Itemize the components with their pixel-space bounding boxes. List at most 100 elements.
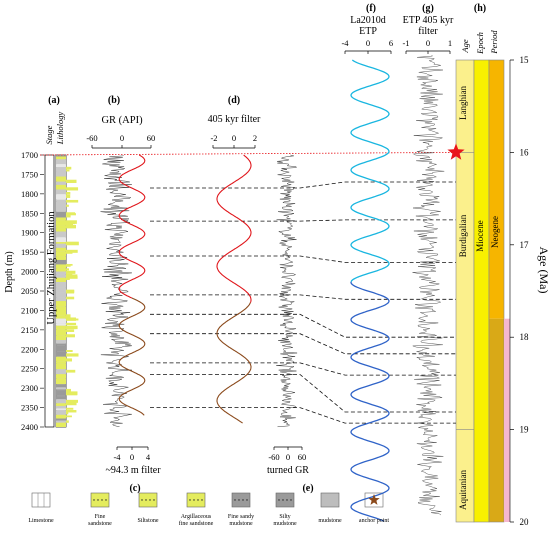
- lithology-sand-bar: [66, 314, 71, 318]
- legend-label-fine-sandstone-1: Fine: [95, 514, 106, 520]
- stage-label-langhian: Langhian: [458, 86, 468, 120]
- age-axis-label: Age (Ma): [537, 247, 550, 294]
- lithology-band: [56, 259, 66, 265]
- lithology-band: [56, 418, 66, 421]
- legend-dot: [189, 499, 191, 501]
- filter405-tick-zero: 0: [232, 133, 236, 143]
- lithology-band: [56, 220, 66, 226]
- etp405-tick-neg: -1: [402, 38, 409, 48]
- lithology-band: [56, 277, 66, 282]
- lithology-band: [56, 363, 66, 366]
- lithology-band: [56, 399, 66, 404]
- filter405-title: 405 kyr filter: [208, 114, 261, 125]
- legend-label-siltstone: Siltstone: [137, 518, 158, 524]
- legend-swatch-mudstone: [320, 492, 340, 508]
- lithology-band: [56, 315, 66, 319]
- lithology-band: [56, 268, 66, 272]
- lithology-sand-bar: [66, 369, 76, 373]
- lithology-band: [56, 395, 66, 397]
- lithology-band: [56, 374, 66, 379]
- lithology-sand-bar: [66, 263, 73, 266]
- etp-title-line2: ETP: [359, 26, 377, 37]
- lithology-band: [56, 247, 66, 252]
- correlation-line: [150, 362, 456, 376]
- legend-dot: [278, 499, 280, 501]
- stage-timescale-column: [455, 59, 475, 523]
- legend-dot: [97, 499, 99, 501]
- etp-tick-neg: -4: [341, 38, 349, 48]
- legend-dot: [101, 499, 103, 501]
- legend-label-silty-mudstone-2: mudstone: [273, 521, 297, 527]
- lithology-sand-bar: [66, 179, 77, 183]
- lithology-sand-bar: [66, 270, 76, 274]
- formation-label: Upper Zhujiang Formation: [46, 211, 57, 325]
- lithology-band: [56, 323, 66, 326]
- legend-dot: [242, 499, 244, 501]
- lithology-sand-bar: [66, 391, 78, 396]
- lithology-sand-bar: [66, 411, 69, 415]
- filter405-curve-upper: [216, 154, 252, 303]
- lithology-band: [56, 390, 66, 396]
- depth-tick-label: 2000: [21, 267, 38, 277]
- lithology-sand-bar: [66, 273, 73, 276]
- lithology-band: [56, 211, 66, 218]
- lithology-band: [56, 184, 66, 190]
- lithology-sand-bar: [66, 195, 71, 198]
- legend-dot: [201, 499, 203, 501]
- lithology-sand-bar: [66, 241, 79, 246]
- lithology-band: [56, 369, 66, 375]
- lithology-band: [56, 356, 66, 362]
- panel-c-letter: (c): [129, 483, 140, 494]
- gr-trace: [100, 154, 132, 428]
- gr-tick-pos: 60: [147, 133, 156, 143]
- lithology-sand-bar: [66, 223, 74, 228]
- stage-label-burdigalian: Burdigalian: [458, 214, 468, 257]
- lithology-band: [56, 340, 66, 344]
- lithology-band: [56, 228, 66, 232]
- lithology-sand-bar: [66, 199, 79, 203]
- lithology-band: [56, 271, 66, 275]
- etp405-trace: [412, 54, 445, 516]
- period-column-border: [488, 59, 505, 523]
- correlation-line: [150, 219, 456, 222]
- legend-swatch-argillaceous: [186, 492, 206, 508]
- filter405-curve-lower: [216, 302, 252, 424]
- legend-dot: [153, 499, 155, 501]
- lithology-band: [56, 176, 66, 182]
- lithology-band: [56, 405, 66, 409]
- legend-dot: [246, 499, 248, 501]
- filter94-curve-upper: [118, 154, 146, 299]
- figure-structure: [31, 50, 514, 523]
- etp-title-line1: La2010d: [350, 15, 386, 26]
- epoch-column-label: Epoch: [475, 32, 485, 55]
- lithology-sand-bar: [66, 213, 76, 216]
- lithology-band: [56, 301, 66, 307]
- lithology-band: [56, 231, 66, 238]
- depth-tick-label: 1850: [21, 208, 38, 218]
- panel-d-letter: (d): [228, 95, 240, 106]
- anchor-star: [447, 143, 465, 160]
- depth-tick-label: 1950: [21, 247, 38, 257]
- turned-gr-tick-neg: -60: [268, 452, 279, 462]
- lithology-band: [56, 335, 66, 341]
- legend-label-limestone: Limestone: [28, 518, 54, 524]
- figure-text: Depth (m) Age (Ma) (a) Stage Lithology U…: [4, 3, 550, 527]
- lithology-band: [56, 264, 66, 269]
- epoch-label: Miocene: [475, 220, 485, 252]
- period-strip: [504, 318, 510, 522]
- lithology-band: [56, 422, 66, 427]
- legend-label-argillaceous-1: Argillaceous: [181, 514, 212, 520]
- depth-tick-label: 2050: [21, 286, 38, 296]
- legend-dot: [105, 499, 107, 501]
- lithology-band: [56, 274, 66, 278]
- lithology-band: [56, 207, 66, 212]
- lithology-band: [56, 297, 66, 302]
- depth-tick-label: 2250: [21, 364, 38, 374]
- lithology-band: [56, 251, 66, 257]
- correlation-line: [150, 313, 456, 338]
- lithology-band: [56, 389, 66, 391]
- lithology-band: [56, 343, 66, 346]
- lithology-band: [56, 199, 66, 202]
- legend-swatch-fine-sandy-mudstone: [231, 492, 251, 508]
- filter94-curve-lower: [118, 297, 146, 416]
